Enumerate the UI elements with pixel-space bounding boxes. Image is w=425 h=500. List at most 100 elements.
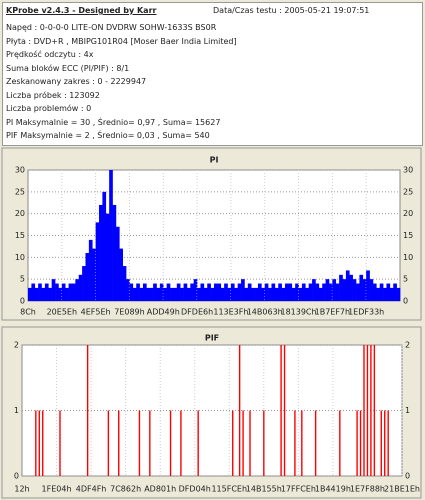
- bar: [301, 410, 303, 476]
- x-tick-label: 20E5Eh: [47, 308, 77, 317]
- x-tick-label: 17FFCEh: [281, 485, 316, 494]
- bar: [241, 279, 245, 301]
- bar: [59, 410, 61, 476]
- bar: [200, 283, 205, 301]
- bar: [372, 283, 377, 301]
- chart-title: PI: [210, 156, 219, 165]
- x-tick-label: 4EF5Eh: [81, 308, 111, 317]
- y2-tick-label: 5: [403, 275, 408, 284]
- bar: [159, 283, 164, 301]
- bar: [142, 283, 147, 301]
- bar: [197, 287, 201, 301]
- bar: [230, 283, 235, 301]
- bar: [203, 287, 208, 301]
- bar: [271, 283, 276, 301]
- bar: [38, 410, 40, 476]
- bar: [149, 287, 154, 301]
- x-tick-label: AD801h: [144, 485, 176, 494]
- bar: [335, 283, 340, 301]
- bar: [359, 410, 362, 476]
- y-tick-label: 20: [15, 209, 25, 218]
- y-tick-label: 0: [20, 297, 25, 306]
- bar: [278, 283, 282, 301]
- bar: [92, 248, 96, 301]
- bar: [264, 283, 269, 301]
- bar: [118, 410, 120, 476]
- bar: [242, 410, 244, 476]
- info-line: PIF Maksymalnie = 2 , Średnio= 0,03 , Su…: [6, 131, 210, 140]
- bar: [251, 287, 255, 301]
- bar: [214, 283, 218, 301]
- bar: [99, 204, 103, 301]
- y-tick-label: 5: [20, 275, 25, 284]
- bar: [139, 287, 144, 301]
- bar: [362, 279, 367, 301]
- bar: [356, 283, 360, 301]
- bar: [383, 287, 387, 301]
- x-tick-label: 14B155h: [246, 485, 282, 494]
- bar: [283, 345, 286, 476]
- x-tick-label: 1FE04h: [42, 485, 72, 494]
- bar: [244, 287, 249, 301]
- bar: [41, 287, 46, 301]
- bar: [227, 287, 232, 301]
- bar: [312, 279, 316, 301]
- bar: [380, 410, 382, 476]
- bar: [325, 279, 330, 301]
- bar: [35, 410, 37, 476]
- y-tick-label: 10: [15, 253, 25, 262]
- bar: [193, 279, 198, 301]
- bar: [291, 287, 296, 301]
- bar: [173, 287, 178, 301]
- bar: [217, 283, 222, 301]
- bar: [352, 279, 357, 301]
- bar: [86, 345, 89, 476]
- y2-tick-label: 15: [403, 231, 413, 240]
- info-line: Napęd : 0-0-0-0 LITE-ON DVDRW SOHW-1633S…: [6, 23, 217, 32]
- bar: [232, 410, 234, 476]
- x-tick-label: DFDE6h: [181, 308, 213, 317]
- bar: [387, 410, 389, 476]
- bar: [328, 283, 333, 301]
- x-tick-label: 1B4419h: [315, 485, 351, 494]
- bar: [176, 283, 181, 301]
- bar: [332, 279, 337, 301]
- bar: [369, 279, 374, 301]
- bar: [169, 410, 172, 476]
- bar: [220, 287, 225, 301]
- bar: [373, 345, 376, 476]
- bar: [126, 279, 130, 301]
- y-tick-label: 0: [14, 472, 19, 481]
- bar: [274, 287, 279, 301]
- bar: [180, 410, 182, 476]
- x-tick-label: 4DF4Fh: [76, 485, 107, 494]
- bar: [280, 345, 282, 476]
- x-tick-label: 113E3Fh: [213, 308, 248, 317]
- bar: [314, 410, 317, 476]
- bar: [132, 287, 137, 301]
- bar: [163, 287, 167, 301]
- y2-tick-label: 10: [403, 253, 413, 262]
- bar: [224, 283, 228, 301]
- bar: [268, 287, 272, 301]
- bar: [71, 283, 76, 301]
- bar: [78, 274, 83, 301]
- x-tick-label: 115FCEh: [211, 485, 247, 494]
- y-tick-label: 1: [14, 406, 19, 415]
- bar: [370, 345, 372, 476]
- bar: [379, 283, 384, 301]
- y2-tick-label: 20: [403, 209, 413, 218]
- bar: [51, 279, 56, 301]
- bar: [146, 287, 151, 301]
- bar: [85, 252, 90, 301]
- y2-tick-label: 2: [405, 341, 410, 350]
- bar: [122, 266, 127, 301]
- bar: [318, 287, 323, 301]
- bar: [285, 283, 289, 301]
- info-line: Liczba problemów : 0: [6, 104, 92, 113]
- bar: [295, 283, 299, 301]
- bar: [257, 283, 262, 301]
- bar: [393, 283, 397, 301]
- y-tick-label: 2: [14, 341, 19, 350]
